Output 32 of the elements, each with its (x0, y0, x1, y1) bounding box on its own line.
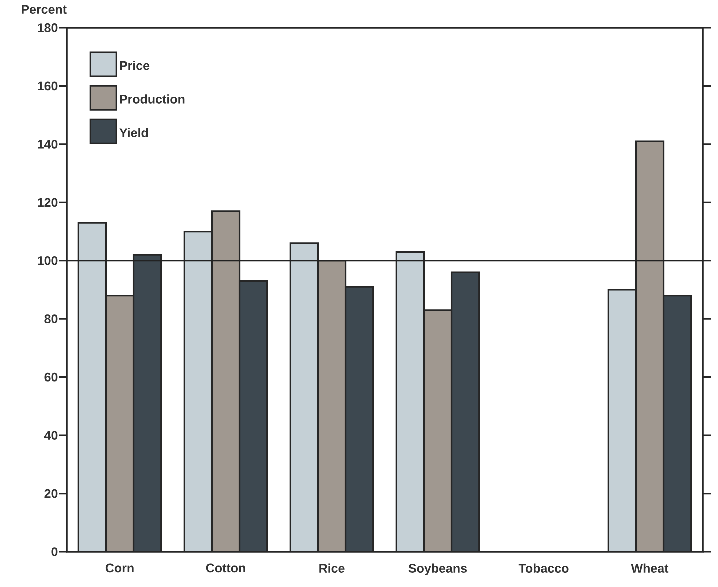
y-tick-label: 80 (44, 314, 58, 324)
bar (184, 232, 212, 552)
x-tick-label: Cotton (206, 564, 246, 573)
legend-label: Yield (120, 128, 148, 138)
bar (452, 272, 480, 552)
bar (78, 223, 106, 552)
legend-label: Production (120, 94, 185, 104)
x-tick-label: Tobacco (518, 564, 569, 573)
bar (424, 310, 452, 552)
bar (318, 260, 346, 552)
bar (212, 211, 240, 552)
bar (396, 252, 424, 552)
y-tick-label: 60 (44, 372, 58, 382)
bar (346, 287, 374, 552)
y-tick-label: 0 (52, 548, 58, 556)
bar (240, 281, 268, 552)
y-axis-title: Percent (22, 5, 67, 14)
y-tick-label: 20 (44, 489, 58, 498)
bar (290, 243, 318, 552)
x-tick-label: Corn (106, 564, 134, 573)
x-tick-label: Rice (320, 564, 345, 573)
y-tick-label: 180 (38, 24, 58, 32)
bar (134, 255, 162, 552)
x-tick-label: Wheat (631, 564, 669, 573)
y-tick-label: 40 (44, 431, 58, 440)
y-tick-label: 160 (38, 82, 58, 91)
y-tick-label: 100 (38, 256, 58, 266)
legend-label: Price (120, 61, 150, 70)
y-tick-label: 120 (38, 198, 58, 208)
x-tick-label: Soybeans (408, 564, 468, 576)
bar (106, 296, 134, 552)
y-tick-label: 140 (38, 140, 58, 149)
